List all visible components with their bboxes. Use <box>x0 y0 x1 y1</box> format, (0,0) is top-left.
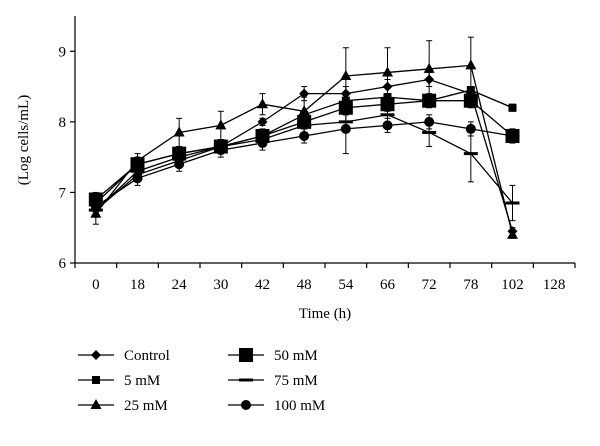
data-point <box>422 130 437 134</box>
x-tick-label: 102 <box>501 277 524 293</box>
legend-item: 100 mM <box>228 398 325 414</box>
data-point <box>299 88 310 99</box>
x-tick-label: 54 <box>338 277 354 293</box>
data-point <box>422 93 437 108</box>
x-tick-label: 0 <box>92 277 100 293</box>
x-tick-label: 24 <box>172 277 188 293</box>
data-point <box>215 145 226 156</box>
legend-marker <box>90 399 102 409</box>
legend-item: 5 mM <box>78 373 160 389</box>
legend-marker <box>91 350 101 360</box>
data-point <box>507 130 518 141</box>
data-point <box>463 152 478 156</box>
data-point <box>423 62 435 73</box>
data-point <box>90 201 101 212</box>
data-point <box>215 119 227 130</box>
data-point <box>173 126 185 137</box>
x-tick-label: 48 <box>297 277 312 293</box>
data-point <box>340 123 351 134</box>
series-100-mm <box>90 103 518 215</box>
y-ticks: 6 7 8 9 <box>59 44 75 272</box>
legend: Control 5 mM 25 mM 50 mM 75 mM 100 mM <box>78 348 325 414</box>
x-tick-label: 72 <box>422 277 437 293</box>
data-point <box>132 173 143 184</box>
data-point <box>380 97 395 112</box>
y-axis-label: (Log cells/mL) <box>16 95 32 185</box>
y-tick-label: 6 <box>59 256 67 272</box>
data-point <box>380 113 395 117</box>
x-tick-label: 42 <box>255 277 270 293</box>
data-point <box>465 59 477 70</box>
data-point <box>257 98 268 109</box>
data-point <box>507 228 518 239</box>
data-point <box>257 138 268 149</box>
data-point <box>257 116 268 127</box>
y-tick-label: 8 <box>59 115 67 131</box>
data-point <box>505 201 520 205</box>
legend-label: 75 mM <box>274 373 318 389</box>
data-point <box>463 93 478 108</box>
data-point <box>299 130 310 141</box>
legend-marker <box>92 376 100 384</box>
data-point <box>297 123 312 127</box>
x-tick-label: 66 <box>380 277 396 293</box>
axes-layer <box>74 16 575 264</box>
data-point <box>382 120 393 131</box>
y-tick-label: 9 <box>59 44 67 60</box>
legend-label: 5 mM <box>124 373 160 389</box>
x-axis-label: Time (h) <box>299 306 351 322</box>
data-point <box>508 103 517 112</box>
series-layer <box>88 36 520 239</box>
data-point <box>382 66 393 77</box>
data-point <box>174 159 185 170</box>
legend-item: 75 mM <box>228 373 318 389</box>
data-point <box>340 69 352 80</box>
legend-item: 25 mM <box>78 398 168 414</box>
legend-label: 100 mM <box>274 398 325 414</box>
legend-item: 50 mM <box>228 348 318 364</box>
legend-marker <box>239 348 253 362</box>
legend-marker <box>241 400 251 410</box>
x-tick-label: 128 <box>543 277 566 293</box>
legend-label: Control <box>124 348 170 364</box>
data-point <box>424 116 435 127</box>
x-tick-label: 78 <box>463 277 478 293</box>
data-point <box>465 123 476 134</box>
series-75-mm <box>88 107 520 222</box>
y-tick-label: 7 <box>59 185 67 201</box>
x-tick-label: 18 <box>130 277 145 293</box>
x-tick-label: 30 <box>213 277 228 293</box>
legend-item: Control <box>78 348 170 364</box>
data-point <box>298 105 310 116</box>
x-ticks: 0 18 24 30 42 48 54 66 72 78 102 128 <box>74 263 576 293</box>
legend-label: 25 mM <box>124 398 168 414</box>
legend-marker <box>239 378 253 382</box>
legend-label: 50 mM <box>274 348 318 364</box>
